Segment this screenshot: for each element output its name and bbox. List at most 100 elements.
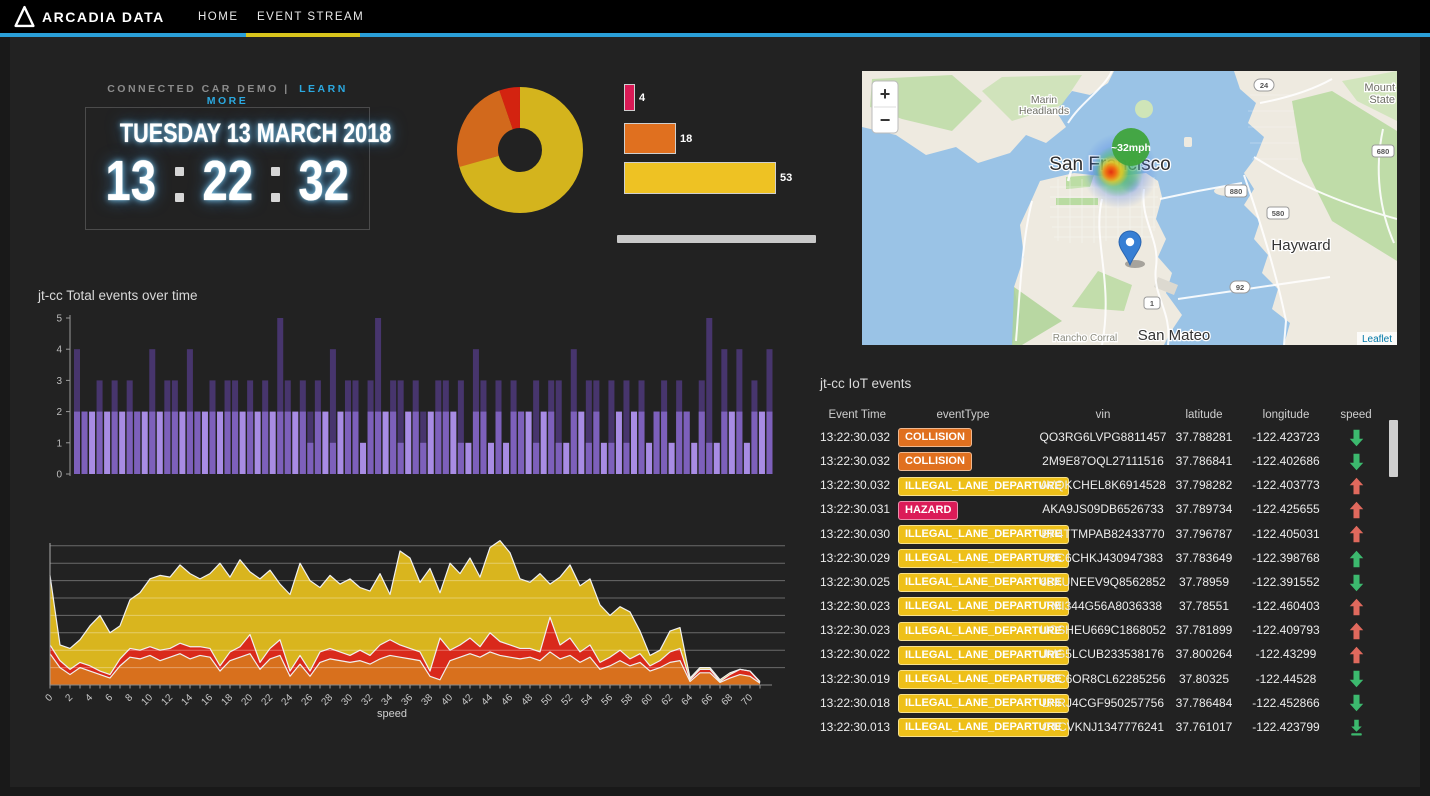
event-bar-overlay[interactable] [442,380,449,474]
event-bar[interactable] [156,411,163,474]
event-bar[interactable] [465,442,472,474]
nav-item-home[interactable]: HOME [198,11,239,23]
events-over-time-chart[interactable]: 0 1 2 3 4 5 [40,313,780,483]
event-row[interactable]: 13:22:30.030 ILLEGAL_LANE_DEPARTURE BF4TTM… [820,522,1386,546]
event-bar-overlay[interactable] [480,380,487,474]
event-bar-overlay[interactable] [751,380,758,474]
event-bar[interactable] [630,411,637,474]
event-bar-overlay[interactable] [81,411,88,474]
event-bar[interactable] [563,442,570,474]
event-bar[interactable] [615,411,622,474]
event-bar-overlay[interactable] [472,349,479,474]
event-bar-overlay[interactable] [299,380,306,474]
event-bar-overlay[interactable] [367,380,374,474]
event-bar-overlay[interactable] [111,380,118,474]
event-bar-overlay[interactable] [397,380,404,474]
event-bar-overlay[interactable] [457,380,464,474]
event-bar[interactable] [360,442,367,474]
event-bar-overlay[interactable] [134,411,141,474]
event-bar-overlay[interactable] [209,380,216,474]
event-bar[interactable] [646,442,653,474]
hbar-bar[interactable] [624,123,676,154]
event-bar-overlay[interactable] [420,411,427,474]
map-attribution[interactable]: Leaflet [1357,332,1397,345]
event-bar[interactable] [578,411,585,474]
event-bar-overlay[interactable] [126,380,133,474]
event-bar-overlay[interactable] [623,380,630,474]
event-bar[interactable] [758,411,765,474]
event-bar[interactable] [119,411,126,474]
event-bar[interactable] [540,411,547,474]
event-bar[interactable] [292,411,299,474]
event-bar-overlay[interactable] [518,411,525,474]
event-bar-overlay[interactable] [232,380,239,474]
event-bar[interactable] [427,411,434,474]
event-bar[interactable] [141,411,148,474]
event-bar-overlay[interactable] [683,411,690,474]
event-bar-overlay[interactable] [548,380,555,474]
event-bar-overlay[interactable] [698,380,705,474]
event-bar-overlay[interactable] [608,380,615,474]
event-bar-overlay[interactable] [262,380,269,474]
event-bar-overlay[interactable] [766,349,773,474]
donut-slice-ILLEGAL_LANE_DEPARTURE[interactable] [457,87,583,213]
event-bar[interactable] [201,411,208,474]
event-bar[interactable] [487,442,494,474]
event-bar[interactable] [239,411,246,474]
event-row[interactable]: 13:22:30.032 COLLISION 2M9E87OQL27111516 37… [820,449,1386,473]
event-bar-overlay[interactable] [435,380,442,474]
event-bar-overlay[interactable] [593,380,600,474]
map-marker[interactable] [1118,230,1145,268]
event-bar-overlay[interactable] [585,380,592,474]
event-bar-overlay[interactable] [314,380,321,474]
speed-area-chart[interactable]: 0 2 4 6 8 10 12 14 16 18 20 22 24 26 28 30 32 34 36 38 40 42 4… [40,537,795,727]
event-bar[interactable] [254,411,261,474]
event-bar-overlay[interactable] [676,380,683,474]
learn-more-link[interactable]: LEARN MORE [206,83,348,107]
event-row[interactable]: 13:22:30.022 ILLEGAL_LANE_DEPARTURE JVG5LC… [820,642,1386,666]
event-bar-overlay[interactable] [96,380,103,474]
event-bar[interactable] [525,411,532,474]
event-bar-overlay[interactable] [706,318,713,474]
zoom-out-button[interactable]: − [872,107,898,133]
event-bar-overlay[interactable] [661,380,668,474]
event-type-bar-chart[interactable]: 4 18 53 [624,78,834,203]
event-row[interactable]: 13:22:30.031 HAZARD AKA9JS09DB6526733 37.78… [820,497,1386,521]
event-bar-overlay[interactable] [721,349,728,474]
event-bar-overlay[interactable] [736,349,743,474]
event-row[interactable]: 13:22:30.032 COLLISION QO3RG6LVPG8811457 37… [820,425,1386,449]
event-bar[interactable] [405,411,412,474]
event-bar[interactable] [503,442,510,474]
event-bar-overlay[interactable] [555,380,562,474]
event-bar-overlay[interactable] [352,380,359,474]
event-bar-overlay[interactable] [307,411,314,474]
event-bar-overlay[interactable] [510,380,517,474]
event-bar-overlay[interactable] [186,349,193,474]
event-bar[interactable] [337,411,344,474]
event-bar-overlay[interactable] [653,411,660,474]
horizontal-scrollbar[interactable] [617,235,816,243]
event-bar[interactable] [728,411,735,474]
event-bar[interactable] [89,411,96,474]
event-bar-overlay[interactable] [344,380,351,474]
event-bar-overlay[interactable] [412,380,419,474]
event-row[interactable]: 13:22:30.025 ILLEGAL_LANE_DEPARTURE 62KUNE… [820,570,1386,594]
event-bar-overlay[interactable] [164,380,171,474]
event-bar-overlay[interactable] [375,318,382,474]
event-row[interactable]: 13:22:30.018 ILLEGAL_LANE_DEPARTURE LHRJ4C… [820,691,1386,715]
event-bar-overlay[interactable] [329,349,336,474]
event-bar[interactable] [104,411,111,474]
event-type-donut-chart[interactable] [455,85,585,215]
event-bar[interactable] [691,442,698,474]
table-scrollbar[interactable] [1389,420,1398,477]
event-bar[interactable] [217,411,224,474]
event-bar-overlay[interactable] [224,380,231,474]
nav-item-event-stream[interactable]: EVENT STREAM [257,11,365,23]
event-bar[interactable] [713,442,720,474]
event-row[interactable]: 13:22:30.023 ILLEGAL_LANE_DEPARTURE TMI344… [820,594,1386,618]
event-row[interactable]: 13:22:30.019 ILLEGAL_LANE_DEPARTURE FOC6OR… [820,667,1386,691]
event-bar-overlay[interactable] [284,380,291,474]
event-bar-overlay[interactable] [277,318,284,474]
hbar-bar[interactable] [624,84,635,111]
event-bar[interactable] [179,411,186,474]
